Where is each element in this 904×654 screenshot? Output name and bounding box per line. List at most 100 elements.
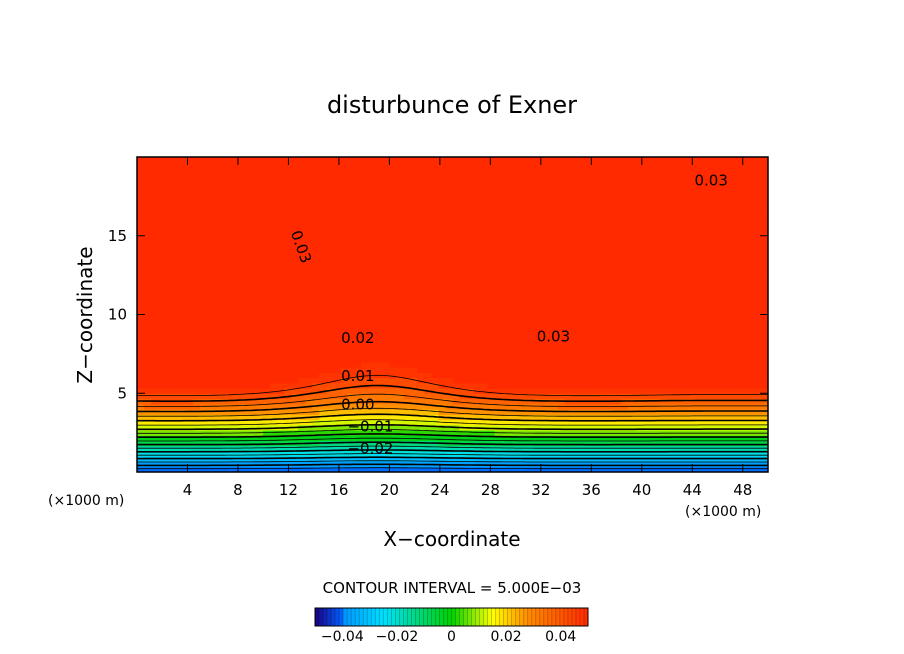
contour-fill-cell <box>249 251 257 258</box>
contour-fill-cell <box>669 277 678 284</box>
contour-fill-cell <box>340 220 348 226</box>
contour-fill-cell <box>431 230 440 237</box>
contour-fill-cell <box>284 188 292 195</box>
contour-fill-cell <box>529 188 538 195</box>
contour-fill-cell <box>697 298 706 305</box>
contour-fill-cell <box>389 298 398 305</box>
contour-fill-cell <box>228 204 236 211</box>
contour-fill-cell <box>515 241 524 247</box>
contour-fill-cell <box>627 230 636 237</box>
contour-fill-cell <box>172 466 180 472</box>
contour-fill-cell <box>319 393 327 400</box>
contour-fill-cell <box>151 466 159 472</box>
contour-fill-cell <box>375 272 383 279</box>
contour-fill-cell <box>200 172 208 179</box>
contour-fill-cell <box>340 293 348 300</box>
contour-fill-cell <box>382 304 390 310</box>
contour-fill-cell <box>354 367 362 373</box>
contour-fill-cell <box>235 340 243 347</box>
contour-fill-cell <box>403 356 412 363</box>
contour-fill-cell <box>613 209 622 216</box>
contour-fill-cell <box>431 393 440 400</box>
contour-fill-cell <box>480 351 489 358</box>
contour-fill-cell <box>396 409 405 415</box>
contour-fill-cell <box>620 204 629 211</box>
contour-fill-cell <box>326 235 334 242</box>
contour-fill-cell <box>613 288 622 295</box>
contour-fill-cell <box>298 372 306 379</box>
contour-fill-cell <box>193 225 201 232</box>
contour-fill-cell <box>473 382 482 389</box>
contour-fill-cell <box>424 393 433 400</box>
contour-fill-cell <box>431 293 440 300</box>
contour-fill-cell <box>620 309 629 316</box>
contour-fill-cell <box>578 262 587 268</box>
contour-fill-cell <box>711 409 720 415</box>
contour-fill-cell <box>704 230 713 237</box>
contour-fill-cell <box>424 398 433 405</box>
contour-fill-cell <box>704 293 713 300</box>
contour-fill-cell <box>494 367 503 373</box>
contour-fill-cell <box>620 262 629 268</box>
contour-fill-cell <box>298 204 306 211</box>
contour-fill-cell <box>200 235 208 242</box>
contour-fill-cell <box>627 293 636 300</box>
contour-fill-cell <box>326 178 334 184</box>
contour-fill-cell <box>543 220 552 226</box>
contour-fill-cell <box>466 309 475 316</box>
contour-fill-cell <box>214 419 222 426</box>
contour-fill-cell <box>256 330 264 337</box>
contour-fill-cell <box>270 172 278 179</box>
contour-fill-cell <box>158 162 166 169</box>
contour-fill-cell <box>578 330 587 337</box>
contour-fill-cell <box>354 204 362 211</box>
contour-fill-cell <box>305 466 313 472</box>
contour-fill-cell <box>466 325 475 331</box>
contour-fill-cell <box>165 157 173 163</box>
contour-fill-cell <box>438 298 447 305</box>
contour-fill-cell <box>711 256 720 263</box>
contour-fill-cell <box>480 214 489 221</box>
contour-fill-cell <box>354 188 362 195</box>
contour-fill-cell <box>676 372 685 379</box>
contour-fill-cell <box>634 309 643 316</box>
contour-fill-cell <box>697 272 706 279</box>
contour-fill-cell <box>592 172 601 179</box>
contour-fill-cell <box>697 361 706 368</box>
contour-fill-cell <box>480 267 489 274</box>
contour-fill-cell <box>641 172 650 179</box>
contour-fill-cell <box>648 193 657 200</box>
contour-fill-cell <box>368 214 376 221</box>
contour-fill-cell <box>235 393 243 400</box>
contour-fill-cell <box>515 283 524 289</box>
contour-fill-cell <box>669 346 678 352</box>
contour-fill-cell <box>284 356 292 363</box>
contour-fill-cell <box>641 451 650 457</box>
contour-fill-cell <box>277 393 285 400</box>
contour-fill-cell <box>487 398 496 405</box>
contour-fill-cell <box>641 230 650 237</box>
contour-fill-cell <box>466 230 475 237</box>
contour-fill-cell <box>494 435 503 442</box>
contour-fill-cell <box>277 251 285 258</box>
contour-fill-cell <box>165 340 173 347</box>
contour-fill-cell <box>480 430 489 436</box>
contour-fill-cell <box>256 272 264 279</box>
contour-fill-cell <box>333 209 341 216</box>
contour-fill-cell <box>144 157 152 163</box>
contour-fill-cell <box>277 445 285 452</box>
contour-fill-cell <box>172 277 180 284</box>
contour-fill-cell <box>508 309 517 316</box>
contour-fill-cell <box>137 251 145 258</box>
contour-fill-cell <box>284 309 292 316</box>
contour-fill-cell <box>690 288 699 295</box>
contour-fill-cell <box>277 209 285 216</box>
contour-fill-cell <box>648 167 657 174</box>
contour-fill-cell <box>354 230 362 237</box>
contour-fill-cell <box>438 288 447 295</box>
contour-fill-cell <box>459 409 468 415</box>
contour-fill-cell <box>424 235 433 242</box>
contour-fill-cell <box>564 319 573 326</box>
contour-fill-cell <box>158 382 166 389</box>
contour-fill-cell <box>242 361 250 368</box>
